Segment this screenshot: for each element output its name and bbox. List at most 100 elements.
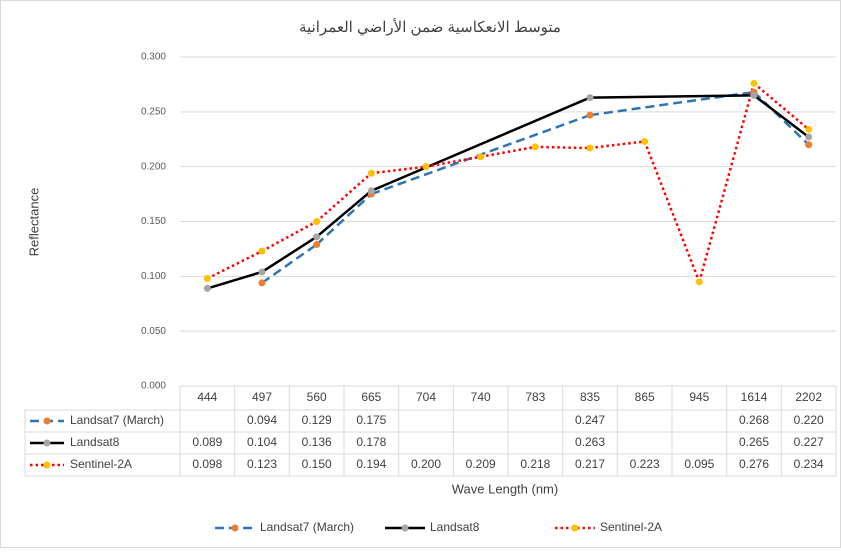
- x-tick-label: 560: [307, 390, 327, 404]
- table-value: 0.094: [247, 413, 277, 427]
- table-value: 0.136: [302, 435, 332, 449]
- series-marker: [367, 169, 375, 177]
- x-tick-label: 497: [252, 390, 272, 404]
- series-marker: [203, 284, 211, 292]
- y-tick-label: 0.150: [141, 216, 166, 227]
- x-tick-label: 835: [580, 390, 600, 404]
- table-value: 0.089: [192, 435, 222, 449]
- series-line: [425, 155, 481, 168]
- series-marker: [258, 247, 266, 255]
- table-value: 0.209: [466, 457, 496, 471]
- series-marker: [641, 137, 649, 145]
- series-line: [753, 94, 810, 139]
- x-axis-title: Wave Length (nm): [452, 481, 558, 496]
- table-value: 0.247: [575, 413, 605, 427]
- table-value: 0.223: [630, 457, 660, 471]
- table-value: 0.234: [794, 457, 824, 471]
- y-tick-label: 0.250: [141, 106, 166, 117]
- x-tick-label: 865: [635, 390, 655, 404]
- x-tick-label: 704: [416, 390, 436, 404]
- x-tick-label: 945: [689, 390, 709, 404]
- y-tick-label: 0.050: [141, 326, 166, 337]
- table-key-marker: [43, 439, 51, 447]
- table-value: 0.129: [302, 413, 332, 427]
- series-line: [753, 91, 810, 146]
- series-line: [261, 243, 318, 284]
- table-value: 0.150: [302, 457, 332, 471]
- table-value: 0.123: [247, 457, 277, 471]
- y-tick-label: 0.000: [141, 381, 166, 392]
- series-marker: [313, 233, 321, 241]
- series-marker: [422, 163, 430, 171]
- x-tick-label: 1614: [741, 390, 768, 404]
- y-tick-label: 0.200: [141, 161, 166, 172]
- series-line: [535, 145, 591, 150]
- series-line: [589, 94, 755, 99]
- series-marker: [695, 278, 703, 286]
- x-tick-label: 783: [525, 390, 545, 404]
- series-line: [698, 82, 756, 283]
- series-marker: [750, 91, 758, 99]
- series-line: [206, 249, 263, 280]
- table-value: 0.200: [411, 457, 441, 471]
- legend-marker: [401, 524, 409, 532]
- series-marker: [586, 111, 594, 119]
- series-line: [206, 270, 263, 290]
- series-marker: [367, 187, 375, 195]
- y-tick-label: 0.300: [141, 52, 166, 63]
- table-value: 0.265: [739, 435, 769, 449]
- legend-marker: [571, 524, 579, 532]
- series-marker: [531, 143, 539, 151]
- series-marker: [805, 141, 813, 149]
- series-line: [589, 140, 645, 150]
- legend-label: Landsat8: [430, 520, 480, 534]
- table-value: 0.098: [192, 457, 222, 471]
- table-key-marker: [43, 417, 51, 425]
- table-row-label: Landsat8: [70, 435, 120, 449]
- table-value: 0.220: [794, 413, 824, 427]
- series-marker: [203, 275, 211, 283]
- table-value: 0.194: [356, 457, 386, 471]
- series-line: [261, 235, 318, 273]
- series-marker: [313, 218, 321, 225]
- table-row-label: Sentinel-2A: [70, 457, 132, 471]
- table-value: 0.218: [520, 457, 550, 471]
- series-marker: [805, 133, 813, 141]
- series-line: [315, 172, 373, 223]
- series-marker: [313, 241, 321, 249]
- legend-marker: [231, 524, 239, 532]
- table-key-marker: [43, 461, 51, 469]
- series-marker: [586, 94, 594, 102]
- table-value: 0.175: [356, 413, 386, 427]
- table-value: 0.104: [247, 435, 277, 449]
- series-line: [753, 82, 810, 131]
- series-marker: [805, 125, 813, 133]
- table-value: 0.263: [575, 435, 605, 449]
- series-line: [315, 193, 373, 246]
- series-line: [261, 220, 318, 253]
- y-tick-label: 0.100: [141, 271, 166, 282]
- table-value: 0.276: [739, 457, 769, 471]
- chart-title: متوسط الانعكاسية ضمن الأراضي العمرانية: [299, 18, 561, 36]
- series-line: [480, 145, 536, 159]
- table-row-label: Landsat7 (March): [70, 413, 164, 427]
- table-value: 0.178: [356, 435, 386, 449]
- x-tick-label: 2202: [795, 390, 822, 404]
- table-value: 0.268: [739, 413, 769, 427]
- series-line: [370, 96, 591, 192]
- table-value: 0.095: [684, 457, 714, 471]
- legend-label: Sentinel-2A: [600, 520, 662, 534]
- series-marker: [258, 279, 266, 287]
- x-tick-label: 665: [361, 390, 381, 404]
- series-line: [371, 165, 427, 175]
- x-tick-label: 444: [197, 390, 217, 404]
- x-tick-label: 740: [471, 390, 491, 404]
- series-marker: [258, 268, 266, 276]
- series-marker: [586, 144, 594, 152]
- legend-label: Landsat7 (March): [260, 520, 354, 534]
- series-marker: [750, 79, 758, 87]
- series-marker: [477, 153, 485, 161]
- series-line: [315, 189, 373, 238]
- table-value: 0.217: [575, 457, 605, 471]
